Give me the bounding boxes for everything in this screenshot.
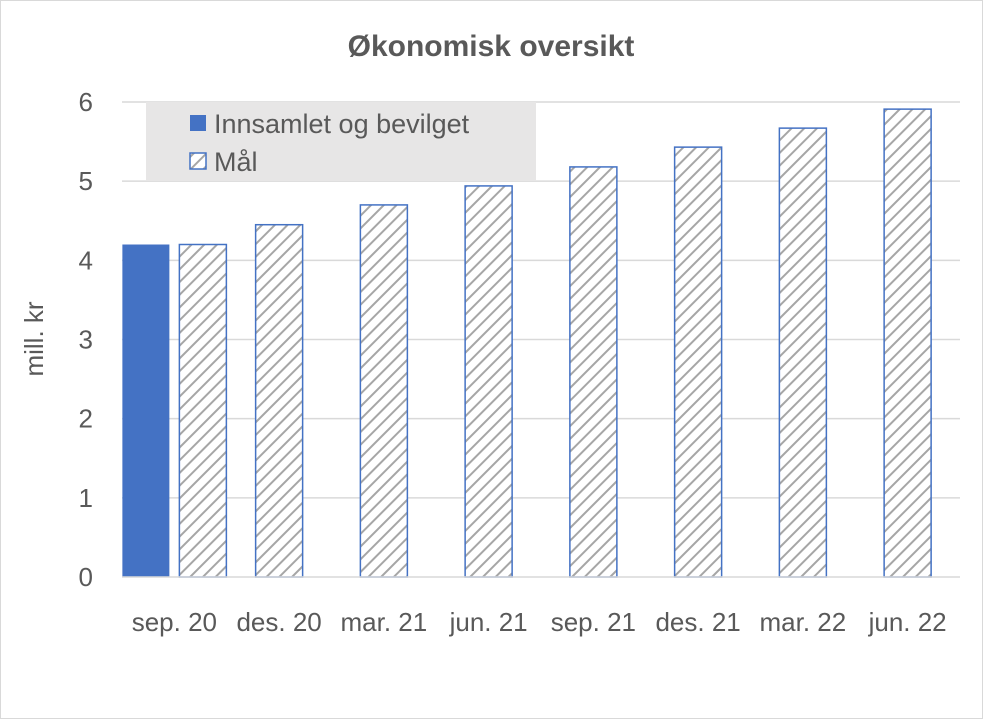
legend-swatch-maal: [189, 152, 207, 170]
bar-maal-2: [254, 223, 304, 578]
x-tick-label: sep. 20: [132, 607, 217, 637]
x-tick-label: mar. 22: [760, 607, 847, 637]
legend: Innsamlet og bevilget Mål: [146, 102, 536, 181]
x-tick-label: mar. 21: [341, 607, 428, 637]
x-tick-label: jun. 22: [868, 607, 947, 637]
x-tick-label: des. 20: [236, 607, 321, 637]
bar-maal-3: [359, 204, 409, 578]
y-tick-label: 5: [79, 166, 93, 196]
x-axis-ticks: sep. 20 des. 20 mar. 21 jun. 21 sep. 21 des. …: [132, 607, 947, 637]
y-tick-label: 3: [79, 325, 93, 355]
bar-innsamlet-1: [122, 244, 170, 577]
y-tick-label: 6: [79, 87, 93, 117]
chart-title: Økonomisk oversikt: [348, 30, 635, 63]
bar-maal-5: [569, 166, 618, 578]
y-tick-label: 1: [79, 483, 93, 513]
bars: [122, 108, 932, 578]
bar-maal-6: [673, 146, 723, 578]
bar-maal-4: [464, 185, 513, 578]
legend-label-innsamlet: Innsamlet og bevilget: [214, 109, 470, 139]
legend-label-maal: Mål: [214, 147, 258, 177]
bar-maal-1: [178, 243, 228, 578]
y-tick-label: 0: [79, 562, 93, 592]
x-tick-label: jun. 21: [449, 607, 528, 637]
legend-background: [146, 102, 536, 181]
x-tick-label: des. 21: [655, 607, 740, 637]
x-tick-label: sep. 21: [551, 607, 636, 637]
legend-swatch-innsamlet: [190, 115, 206, 131]
y-axis-ticks: 0 1 2 3 4 5 6: [79, 87, 93, 592]
bar-maal-7: [778, 127, 828, 578]
y-tick-label: 4: [79, 245, 93, 275]
bar-maal-8: [883, 108, 932, 578]
y-axis-label: mill. kr: [19, 301, 49, 376]
y-tick-label: 2: [79, 404, 93, 434]
